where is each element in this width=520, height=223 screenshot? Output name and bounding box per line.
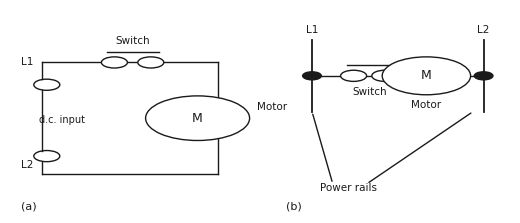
Circle shape (138, 57, 164, 68)
Text: Motor: Motor (257, 102, 288, 112)
Text: L1: L1 (21, 58, 34, 67)
Text: Power rails: Power rails (320, 183, 377, 193)
Circle shape (474, 72, 493, 80)
Text: M: M (421, 69, 432, 82)
Text: (a): (a) (21, 202, 36, 212)
Text: d.c. input: d.c. input (39, 116, 85, 125)
Circle shape (146, 96, 250, 140)
Circle shape (341, 70, 367, 81)
Circle shape (372, 70, 398, 81)
Circle shape (101, 57, 127, 68)
Text: (b): (b) (286, 202, 302, 212)
Text: Motor: Motor (411, 100, 441, 110)
Circle shape (303, 72, 321, 80)
Text: L2: L2 (21, 160, 34, 170)
Text: L2: L2 (477, 25, 490, 35)
Text: L1: L1 (306, 25, 318, 35)
Text: Switch: Switch (115, 36, 150, 46)
Text: Switch: Switch (352, 87, 386, 97)
Circle shape (382, 57, 471, 95)
Text: M: M (192, 112, 203, 125)
